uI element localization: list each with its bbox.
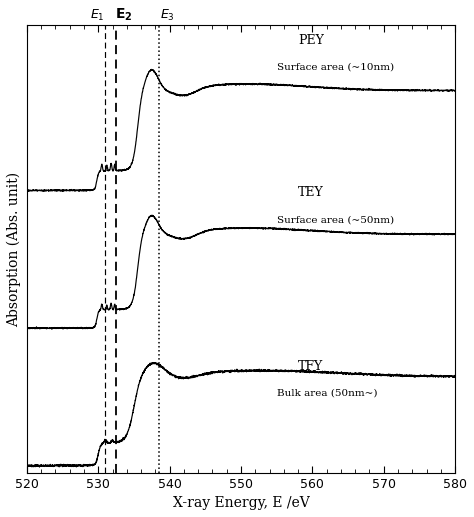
Text: TFY: TFY [298, 360, 323, 373]
Text: $E_1$: $E_1$ [90, 8, 105, 23]
X-axis label: X-ray Energy, E /eV: X-ray Energy, E /eV [173, 496, 310, 510]
Text: $E_3$: $E_3$ [160, 8, 175, 23]
Text: Bulk area (50nm~): Bulk area (50nm~) [277, 389, 377, 398]
Y-axis label: Absorption (Abs. unit): Absorption (Abs. unit) [7, 172, 21, 327]
Text: Surface area (~10nm): Surface area (~10nm) [277, 63, 394, 72]
Text: PEY: PEY [298, 34, 324, 47]
Text: TEY: TEY [298, 186, 324, 200]
Text: $\mathbf{E_2}$: $\mathbf{E_2}$ [115, 7, 133, 23]
Text: Surface area (~50nm): Surface area (~50nm) [277, 215, 394, 224]
